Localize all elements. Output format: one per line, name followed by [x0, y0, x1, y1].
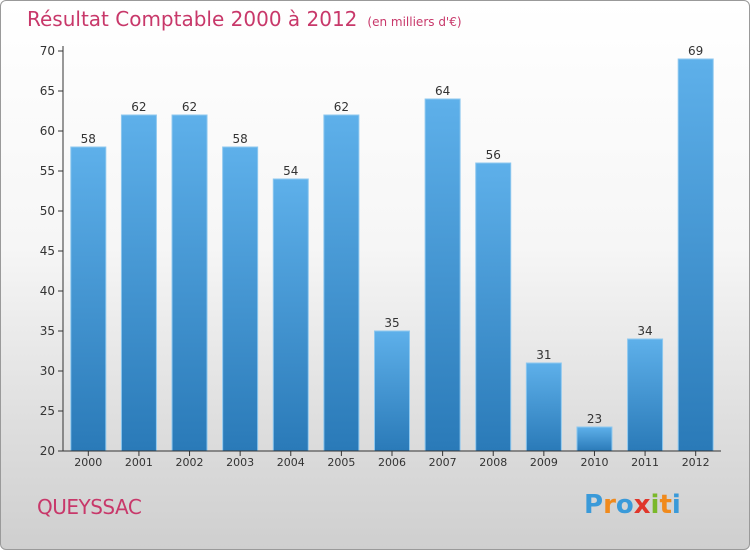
bar-2004: [272, 178, 309, 452]
bar-2012: [677, 58, 714, 452]
bar-value-label: 35: [384, 316, 399, 330]
bar-value-label: 58: [81, 132, 96, 146]
bar-value-label: 23: [587, 412, 602, 426]
x-tick-label: 2012: [682, 456, 710, 469]
bar-2006: [374, 330, 410, 452]
bar-2005: [323, 114, 360, 452]
y-tick-label: 50: [40, 204, 55, 218]
y-tick-label: 55: [40, 164, 55, 178]
bar-value-label: 64: [435, 84, 450, 98]
bar-2003: [222, 146, 259, 452]
x-tick-label: 2009: [530, 456, 558, 469]
y-tick-label: 35: [40, 324, 55, 338]
logo-letter: o: [615, 490, 634, 520]
bar-value-label: 54: [283, 164, 298, 178]
x-tick-label: 2003: [226, 456, 254, 469]
x-tick-label: 2010: [580, 456, 608, 469]
logo-letter: t: [659, 490, 672, 520]
bar-value-label: 69: [688, 44, 703, 58]
bar-2007: [424, 98, 461, 452]
bar-2008: [475, 162, 512, 452]
y-tick-label: 40: [40, 284, 55, 298]
logo-letter: i: [671, 490, 681, 520]
bar-2000: [70, 146, 107, 452]
y-tick-label: 45: [40, 244, 55, 258]
proxiti-logo: Proxiti: [584, 490, 681, 520]
bar-2001: [120, 114, 157, 452]
logo-letter: P: [584, 490, 604, 520]
y-tick-label: 65: [40, 84, 55, 98]
bar-value-label: 58: [233, 132, 248, 146]
x-tick-label: 2002: [176, 456, 204, 469]
x-tick-label: 2008: [479, 456, 507, 469]
chart-title: Résultat Comptable 2000 à 2012 (en millie…: [27, 7, 462, 31]
chart-title-text: Résultat Comptable 2000 à 2012: [27, 7, 358, 31]
y-tick-label: 25: [40, 404, 55, 418]
bar-2009: [525, 362, 562, 452]
x-tick-label: 2007: [429, 456, 457, 469]
bar-value-label: 62: [182, 100, 197, 114]
x-tick-label: 2001: [125, 456, 153, 469]
y-tick-label: 70: [40, 44, 55, 58]
bar-2010: [576, 426, 613, 452]
bar-2011: [627, 338, 664, 452]
logo-letter: i: [650, 490, 660, 520]
bar-value-label: 62: [334, 100, 349, 114]
bar-value-label: 62: [131, 100, 146, 114]
y-tick-label: 30: [40, 364, 55, 378]
bar-value-label: 31: [536, 348, 551, 362]
logo-letter: r: [603, 490, 616, 520]
x-tick-label: 2005: [327, 456, 355, 469]
logo-letter: x: [633, 490, 651, 520]
x-tick-label: 2004: [277, 456, 305, 469]
y-tick-label: 20: [40, 444, 55, 458]
location-name: QUEYSSAC: [37, 495, 142, 519]
bar-value-label: 56: [486, 148, 501, 162]
x-tick-label: 2006: [378, 456, 406, 469]
bar-2002: [171, 114, 208, 452]
bar-value-label: 34: [637, 324, 652, 338]
x-tick-label: 2000: [74, 456, 102, 469]
x-tick-label: 2011: [631, 456, 659, 469]
chart-subtitle: (en milliers d'€): [367, 15, 462, 29]
y-tick-label: 60: [40, 124, 55, 138]
